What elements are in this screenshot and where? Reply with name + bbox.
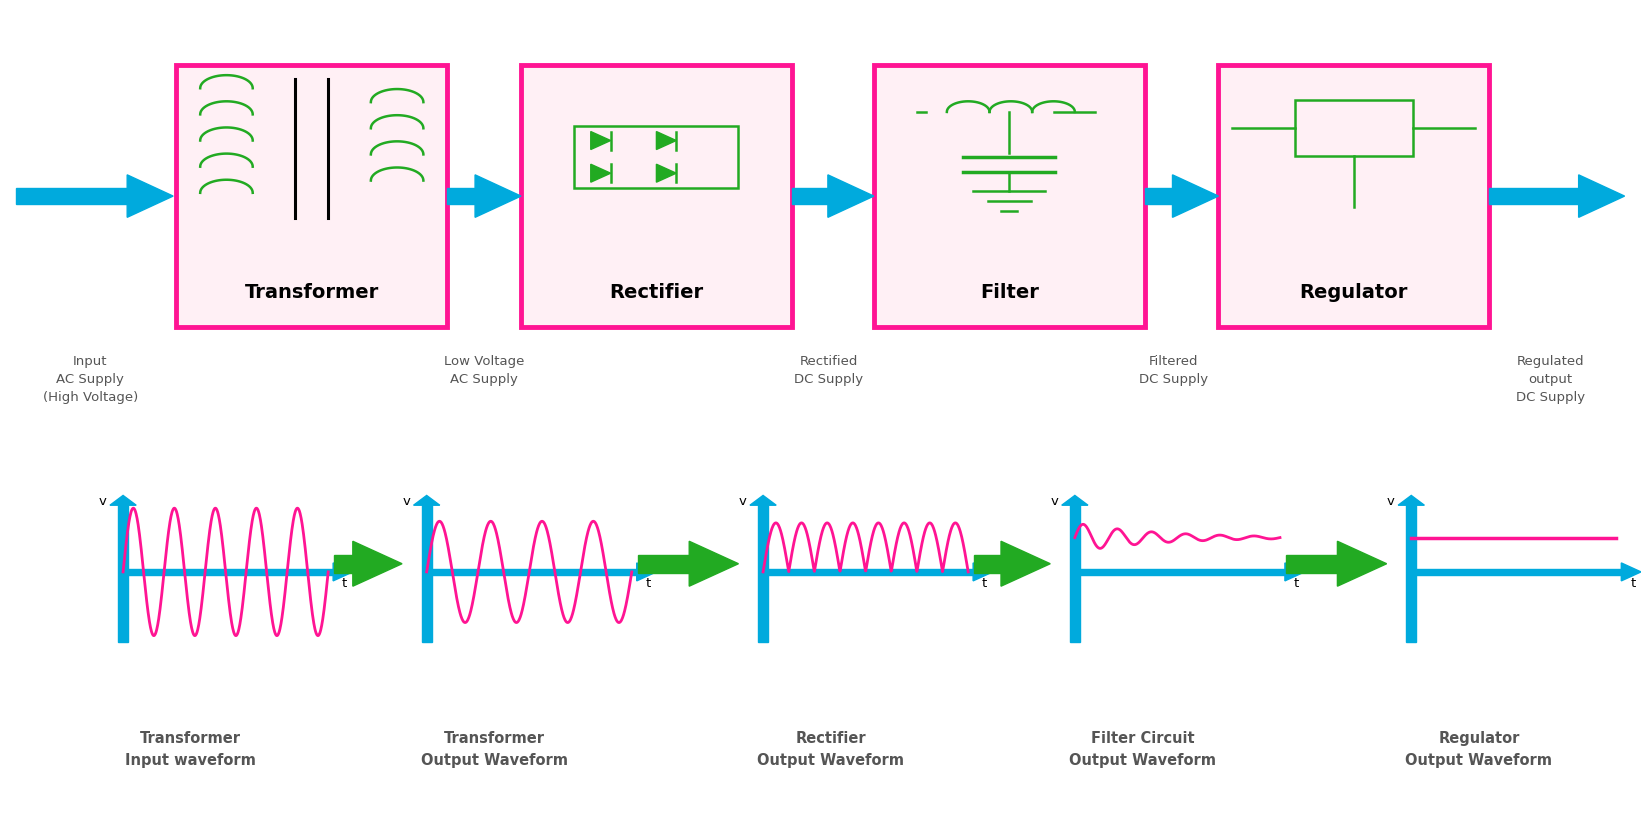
Bar [1295, 100, 1413, 156]
Polygon shape [1579, 175, 1625, 217]
Text: t: t [1293, 577, 1300, 590]
Polygon shape [1062, 495, 1088, 505]
Polygon shape [591, 164, 610, 182]
Polygon shape [335, 555, 353, 573]
Polygon shape [763, 569, 973, 575]
Polygon shape [1337, 542, 1387, 587]
Polygon shape [637, 563, 656, 581]
Polygon shape [973, 563, 993, 581]
Text: Transformer
Output Waveform: Transformer Output Waveform [420, 731, 568, 769]
Text: t: t [341, 577, 348, 590]
FancyBboxPatch shape [1218, 65, 1490, 327]
Text: Filter Circuit
Output Waveform: Filter Circuit Output Waveform [1068, 731, 1216, 769]
Text: t: t [1630, 577, 1636, 590]
Text: t: t [981, 577, 988, 590]
Text: t: t [645, 577, 651, 590]
Polygon shape [793, 188, 827, 204]
Text: v: v [1050, 495, 1058, 508]
Polygon shape [123, 569, 333, 575]
Text: Regulator: Regulator [1300, 283, 1408, 302]
Text: Filter: Filter [980, 283, 1039, 302]
Polygon shape [689, 542, 738, 587]
Polygon shape [414, 495, 440, 505]
Polygon shape [333, 563, 353, 581]
Text: Rectifier
Output Waveform: Rectifier Output Waveform [757, 731, 904, 769]
Polygon shape [353, 542, 402, 587]
Polygon shape [758, 505, 768, 642]
Polygon shape [1001, 542, 1050, 587]
Text: v: v [98, 495, 107, 508]
Polygon shape [1172, 175, 1218, 217]
Polygon shape [1075, 569, 1285, 575]
Polygon shape [1490, 188, 1579, 204]
Polygon shape [16, 188, 128, 204]
Polygon shape [975, 555, 1001, 573]
Text: v: v [402, 495, 410, 508]
Polygon shape [591, 132, 610, 150]
Text: Regulator
Output Waveform: Regulator Output Waveform [1405, 731, 1552, 769]
Text: v: v [738, 495, 747, 508]
Polygon shape [128, 175, 174, 217]
FancyBboxPatch shape [177, 65, 446, 327]
Polygon shape [656, 164, 676, 182]
Polygon shape [1411, 569, 1621, 575]
FancyBboxPatch shape [873, 65, 1145, 327]
Polygon shape [750, 495, 776, 505]
Polygon shape [118, 505, 128, 642]
Text: Rectifier: Rectifier [609, 283, 704, 302]
Text: Filtered
DC Supply: Filtered DC Supply [1139, 355, 1208, 386]
Polygon shape [656, 132, 676, 150]
Polygon shape [1287, 555, 1337, 573]
Polygon shape [638, 555, 689, 573]
Bar [574, 127, 738, 188]
Polygon shape [1398, 495, 1424, 505]
Polygon shape [422, 505, 432, 642]
Polygon shape [476, 175, 522, 217]
Text: Low Voltage
AC Supply: Low Voltage AC Supply [445, 355, 523, 386]
Polygon shape [827, 175, 873, 217]
Text: Regulated
output
DC Supply: Regulated output DC Supply [1516, 355, 1585, 404]
Polygon shape [1070, 505, 1080, 642]
Polygon shape [1285, 563, 1305, 581]
Text: Rectified
DC Supply: Rectified DC Supply [794, 355, 863, 386]
Polygon shape [1406, 505, 1416, 642]
Polygon shape [110, 495, 136, 505]
Polygon shape [427, 569, 637, 575]
Text: Transformer: Transformer [245, 283, 379, 302]
Polygon shape [1621, 563, 1641, 581]
Polygon shape [446, 188, 476, 204]
Text: Transformer
Input waveform: Transformer Input waveform [125, 731, 256, 769]
Text: Input
AC Supply
(High Voltage): Input AC Supply (High Voltage) [43, 355, 138, 404]
Polygon shape [1145, 188, 1172, 204]
FancyBboxPatch shape [522, 65, 793, 327]
Text: v: v [1387, 495, 1395, 508]
